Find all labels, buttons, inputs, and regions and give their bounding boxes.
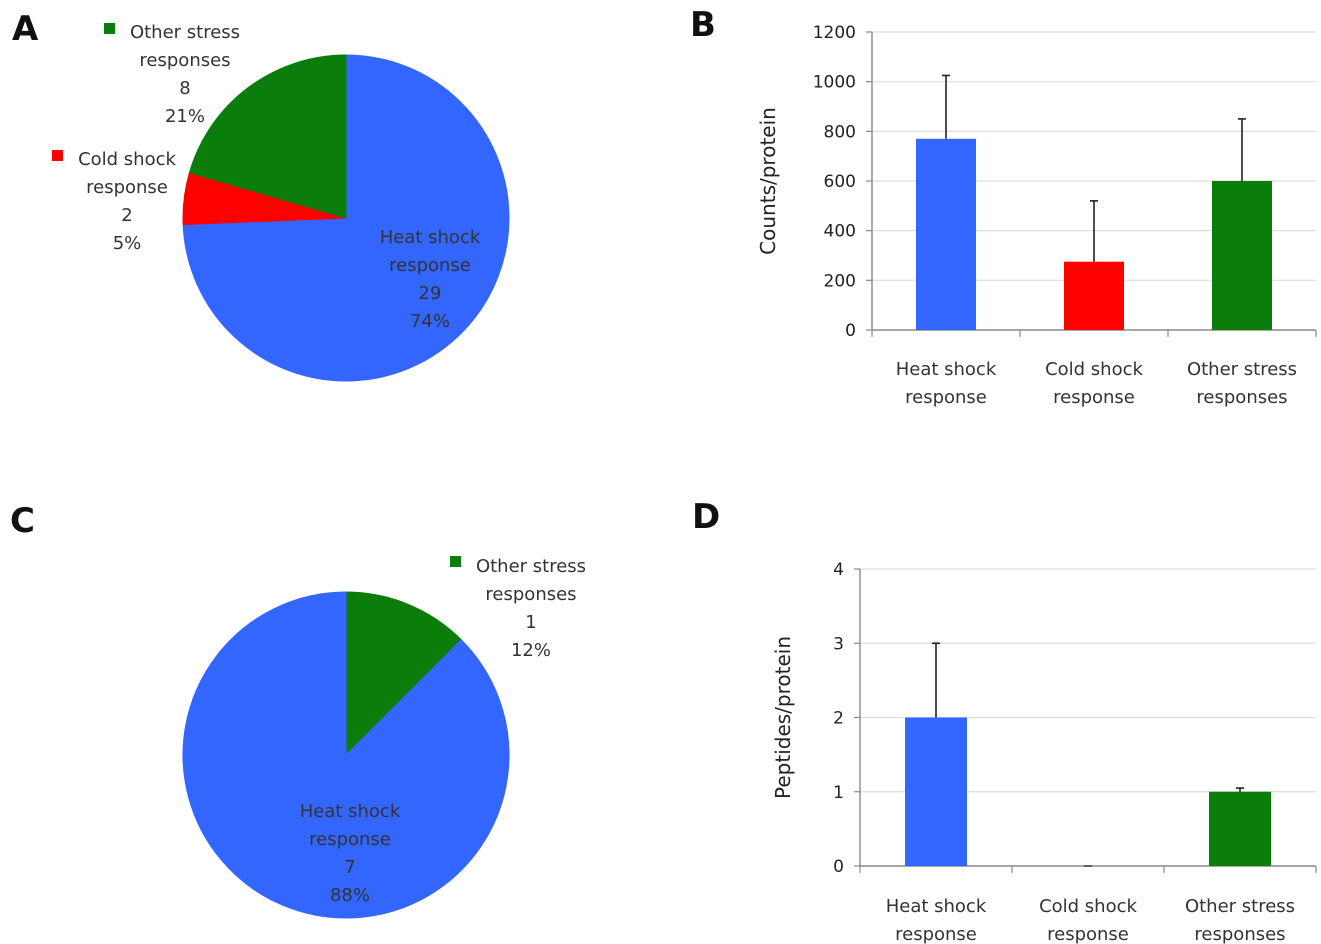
y-tick-label: 0	[845, 321, 856, 341]
x-tick-label-cold-shock: Cold shock response	[1039, 896, 1137, 944]
y-tick-label: 400	[824, 222, 856, 242]
legend-key-other-stress	[104, 23, 115, 34]
y-tick-label: 0	[833, 857, 844, 877]
x-tick-label-heat-shock: Heat shock response	[886, 896, 987, 944]
pie-label-heat-shock: Heat shock response 7 88%	[300, 801, 401, 906]
pie-slice-heat-shock	[182, 591, 510, 919]
pie-chart-a: Heat shock response 29 74% Cold shock respons…	[52, 22, 510, 382]
pie-slice-other-stress	[188, 54, 347, 219]
panel-letter-d: D	[692, 497, 720, 537]
bar-other-stress	[1209, 791, 1271, 866]
pie-chart-c: Heat shock response 7 88% Other stress respon…	[182, 556, 586, 919]
legend-key-cold-shock	[52, 150, 63, 161]
x-tick-label-cold-shock: Cold shock response	[1045, 359, 1143, 408]
bar-chart-b: 0 200 400 600 800 1000 1200 Heat shock response C…	[756, 23, 1317, 408]
panel-letter-c: C	[10, 501, 35, 541]
y-tick-label: 2	[833, 709, 844, 729]
bar-cold-shock	[1064, 261, 1124, 330]
y-axis-label: Peptides/protein	[771, 636, 795, 799]
legend-key-other-stress	[450, 556, 461, 567]
bar-other-stress	[1212, 181, 1272, 330]
y-tick-label: 600	[824, 172, 856, 192]
y-tick-label: 1200	[813, 23, 856, 43]
y-tick-label: 4	[833, 560, 844, 580]
pie-label-other-stress: Other stress responses 1 12%	[476, 556, 586, 661]
bar-chart-d: 0 1 2 3 4 Heat shock response Cold shock respons…	[771, 560, 1317, 944]
y-tick-label: 1000	[813, 73, 856, 93]
x-tick-label-heat-shock: Heat shock response	[896, 359, 997, 408]
pie-label-heat-shock: Heat shock response 29 74%	[380, 227, 481, 332]
panel-letter-a: A	[12, 9, 39, 49]
bar-heat-shock	[905, 717, 967, 866]
y-tick-label: 1	[833, 783, 844, 803]
pie-slice-other-stress	[345, 591, 462, 757]
x-tick-label-other-stress: Other stress responses	[1185, 896, 1295, 944]
bar-heat-shock	[916, 138, 976, 330]
x-tick-label-other-stress: Other stress responses	[1187, 359, 1297, 408]
y-axis-label: Counts/protein	[756, 107, 780, 255]
y-tick-label: 3	[833, 634, 844, 654]
pie-label-cold-shock: Cold shock response 2 5%	[78, 149, 176, 254]
panel-letter-b: B	[690, 5, 716, 45]
y-tick-label: 200	[824, 271, 856, 291]
pie-label-other-stress: Other stress responses 8 21%	[130, 22, 240, 127]
y-tick-label: 800	[824, 122, 856, 142]
